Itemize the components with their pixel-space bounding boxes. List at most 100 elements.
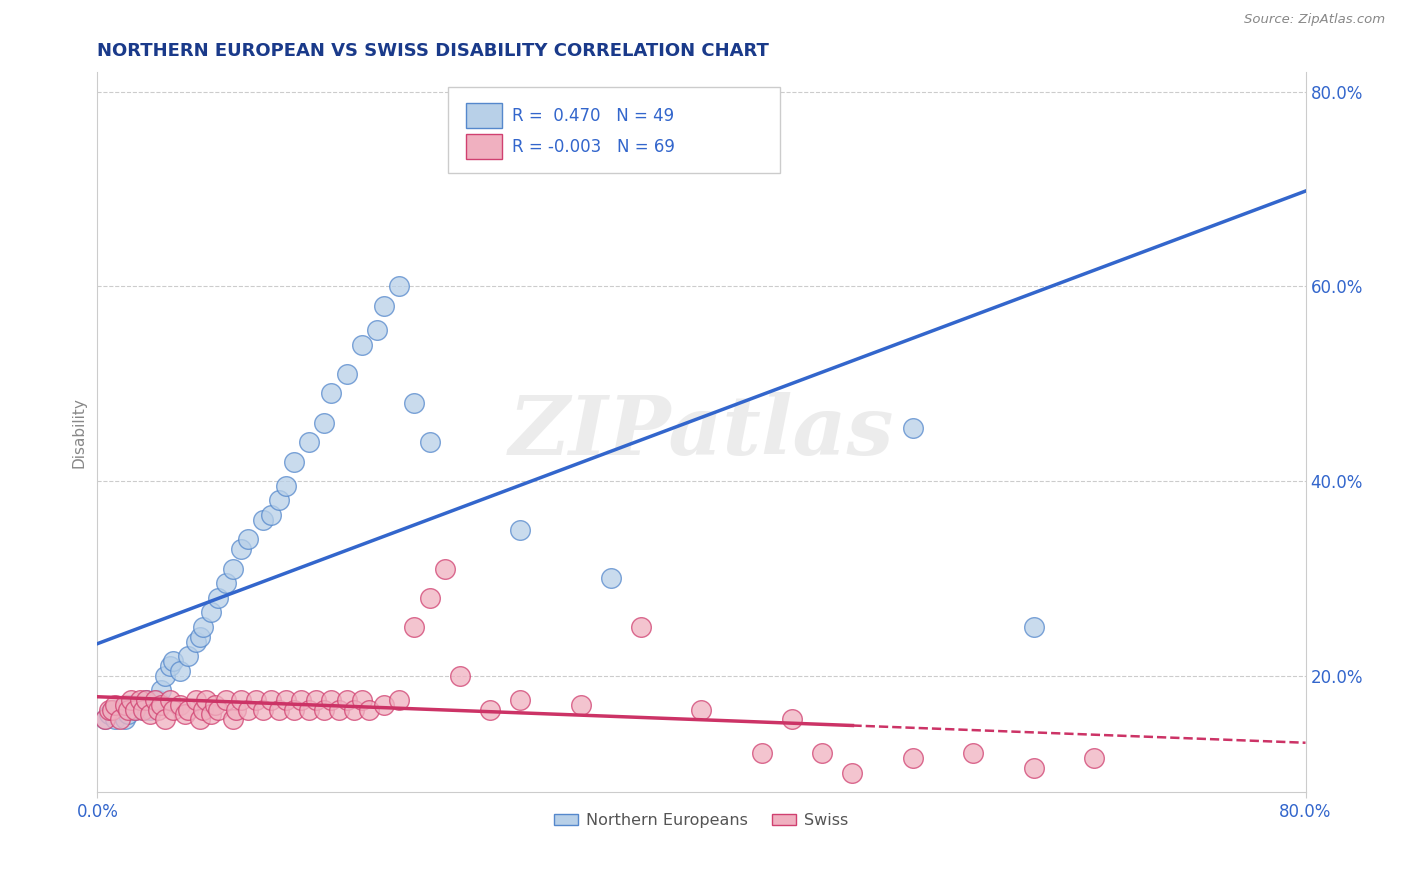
- Point: [204, 698, 226, 712]
- Point: [159, 693, 181, 707]
- Point: [901, 751, 924, 765]
- Point: [388, 693, 411, 707]
- Point: [238, 703, 260, 717]
- Point: [1083, 751, 1105, 765]
- FancyBboxPatch shape: [465, 135, 502, 159]
- Point: [162, 654, 184, 668]
- Text: ZIPatlas: ZIPatlas: [509, 392, 894, 473]
- Point: [200, 605, 222, 619]
- Point: [117, 707, 139, 722]
- Point: [222, 712, 245, 726]
- Point: [321, 386, 343, 401]
- Point: [94, 712, 117, 726]
- Point: [174, 707, 197, 722]
- Point: [215, 693, 238, 707]
- Point: [449, 668, 471, 682]
- Point: [321, 693, 343, 707]
- Point: [312, 703, 335, 717]
- Point: [599, 571, 621, 585]
- Point: [114, 712, 136, 726]
- Text: Source: ZipAtlas.com: Source: ZipAtlas.com: [1244, 13, 1385, 27]
- Point: [169, 698, 191, 712]
- Point: [191, 703, 214, 717]
- Point: [267, 703, 290, 717]
- Point: [139, 703, 162, 717]
- Text: R = -0.003   N = 69: R = -0.003 N = 69: [512, 137, 675, 155]
- Point: [120, 693, 142, 707]
- Point: [131, 703, 153, 717]
- Point: [509, 693, 531, 707]
- Legend: Northern Europeans, Swiss: Northern Europeans, Swiss: [548, 807, 855, 835]
- Point: [101, 703, 124, 717]
- Point: [433, 561, 456, 575]
- Point: [207, 703, 229, 717]
- Point: [135, 693, 157, 707]
- Point: [780, 712, 803, 726]
- Point: [101, 703, 124, 717]
- Point: [366, 323, 388, 337]
- Point: [169, 664, 191, 678]
- Point: [104, 712, 127, 726]
- Point: [128, 693, 150, 707]
- Point: [335, 367, 357, 381]
- Point: [260, 508, 283, 522]
- Point: [252, 513, 274, 527]
- Point: [149, 698, 172, 712]
- Point: [509, 523, 531, 537]
- Point: [359, 703, 381, 717]
- Point: [207, 591, 229, 605]
- Point: [146, 703, 169, 717]
- Point: [159, 658, 181, 673]
- Point: [131, 703, 153, 717]
- Point: [1022, 761, 1045, 775]
- Point: [245, 693, 267, 707]
- Point: [276, 479, 298, 493]
- Point: [98, 703, 121, 717]
- Point: [117, 703, 139, 717]
- Point: [135, 693, 157, 707]
- Point: [188, 630, 211, 644]
- Point: [419, 591, 441, 605]
- Point: [283, 703, 305, 717]
- Point: [298, 435, 321, 450]
- Point: [191, 620, 214, 634]
- Point: [811, 747, 834, 761]
- Point: [108, 712, 131, 726]
- Point: [114, 698, 136, 712]
- Point: [276, 693, 298, 707]
- Point: [252, 703, 274, 717]
- Point: [143, 693, 166, 707]
- Point: [200, 707, 222, 722]
- Point: [298, 703, 321, 717]
- Point: [143, 693, 166, 707]
- Point: [94, 712, 117, 726]
- Point: [229, 693, 252, 707]
- Point: [108, 703, 131, 717]
- Point: [751, 747, 773, 761]
- Point: [373, 698, 395, 712]
- Point: [388, 279, 411, 293]
- Point: [404, 396, 426, 410]
- Point: [177, 703, 200, 717]
- Point: [188, 712, 211, 726]
- Text: NORTHERN EUROPEAN VS SWISS DISABILITY CORRELATION CHART: NORTHERN EUROPEAN VS SWISS DISABILITY CO…: [97, 42, 769, 60]
- Point: [283, 454, 305, 468]
- Point: [155, 668, 177, 682]
- Point: [104, 698, 127, 712]
- Point: [305, 693, 328, 707]
- Point: [569, 698, 592, 712]
- Point: [195, 693, 218, 707]
- Point: [312, 416, 335, 430]
- Point: [962, 747, 984, 761]
- Y-axis label: Disability: Disability: [72, 397, 86, 467]
- Point: [630, 620, 652, 634]
- Point: [215, 576, 238, 591]
- Point: [146, 693, 169, 707]
- Point: [124, 703, 146, 717]
- Point: [343, 703, 366, 717]
- Point: [162, 703, 184, 717]
- Point: [350, 693, 373, 707]
- Point: [124, 703, 146, 717]
- Point: [177, 649, 200, 664]
- FancyBboxPatch shape: [447, 87, 780, 173]
